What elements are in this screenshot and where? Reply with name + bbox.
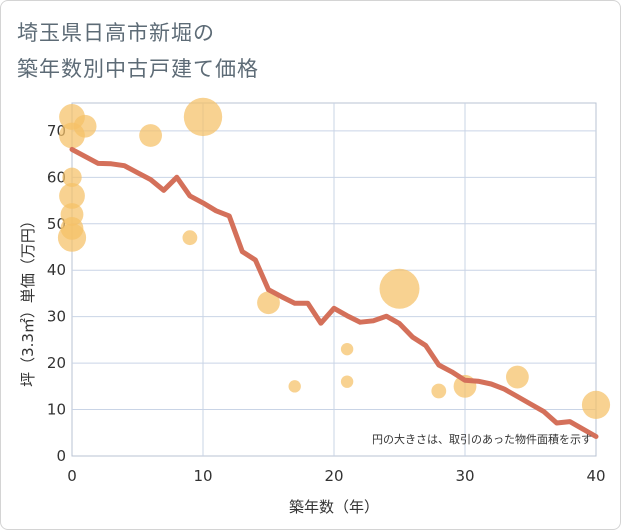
scatter-point [62, 167, 82, 188]
scatter-point [182, 230, 198, 246]
scatter-point [183, 97, 223, 137]
x-tick-label: 20 [324, 467, 343, 485]
y-tick-label: 30 [47, 308, 66, 326]
x-tick-label: 40 [586, 467, 605, 485]
x-tick-label: 10 [193, 467, 212, 485]
y-tick-label: 20 [47, 354, 66, 372]
trend-layer [69, 146, 599, 439]
title-line-2: 築年数別中古戸建て価格 [17, 57, 259, 81]
scatter-point [59, 182, 85, 209]
y-axis-label: 坪（3.3㎡）単価（万円） [19, 213, 37, 387]
scatter-point [506, 365, 529, 389]
bubble-layer [57, 97, 611, 420]
scatter-point [288, 380, 301, 393]
scatter-point [139, 124, 163, 147]
x-tick-label: 0 [67, 467, 77, 485]
scatter-point [257, 291, 280, 315]
y-tick-label: 60 [47, 168, 66, 186]
x-axis-label: 築年数（年） [289, 498, 379, 516]
scatter-point [57, 223, 87, 252]
y-tick-label: 0 [56, 447, 66, 465]
size-annotation: 円の大きさは、取引のあった物件面積を示す [372, 432, 592, 446]
scatter-point [340, 375, 354, 388]
trend-line [69, 146, 599, 439]
scatter-point [581, 390, 611, 420]
scatter-point [340, 342, 354, 356]
scatter-point [431, 383, 447, 399]
y-tick-label: 40 [47, 261, 66, 279]
y-tick-label: 10 [47, 401, 66, 419]
page-title: 埼玉県日高市新堀の 築年数別中古戸建て価格 [17, 15, 259, 87]
title-line-1: 埼玉県日高市新堀の [17, 21, 215, 45]
x-tick-label: 30 [455, 467, 474, 485]
scatter-point [73, 114, 97, 138]
scatter-point [379, 268, 420, 309]
